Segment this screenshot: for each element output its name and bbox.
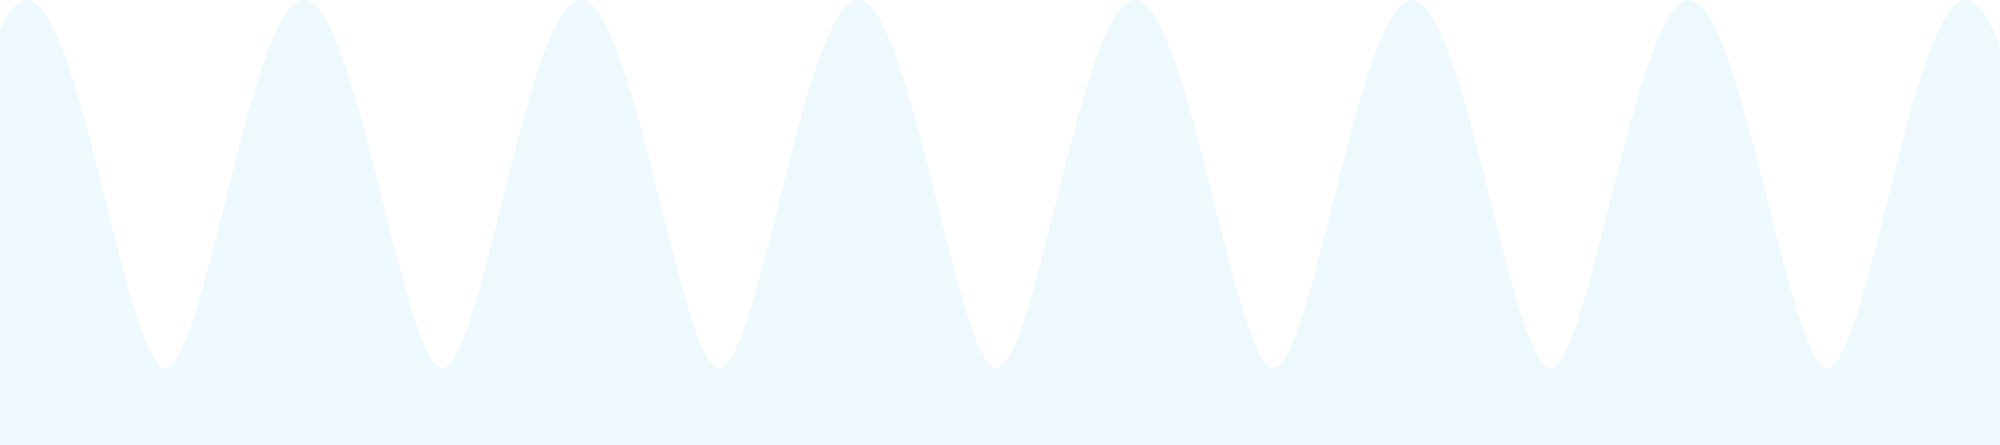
- wave-svg: [0, 0, 2000, 445]
- wave-shape: [0, 0, 2000, 445]
- decorative-wave-background: [0, 0, 2000, 445]
